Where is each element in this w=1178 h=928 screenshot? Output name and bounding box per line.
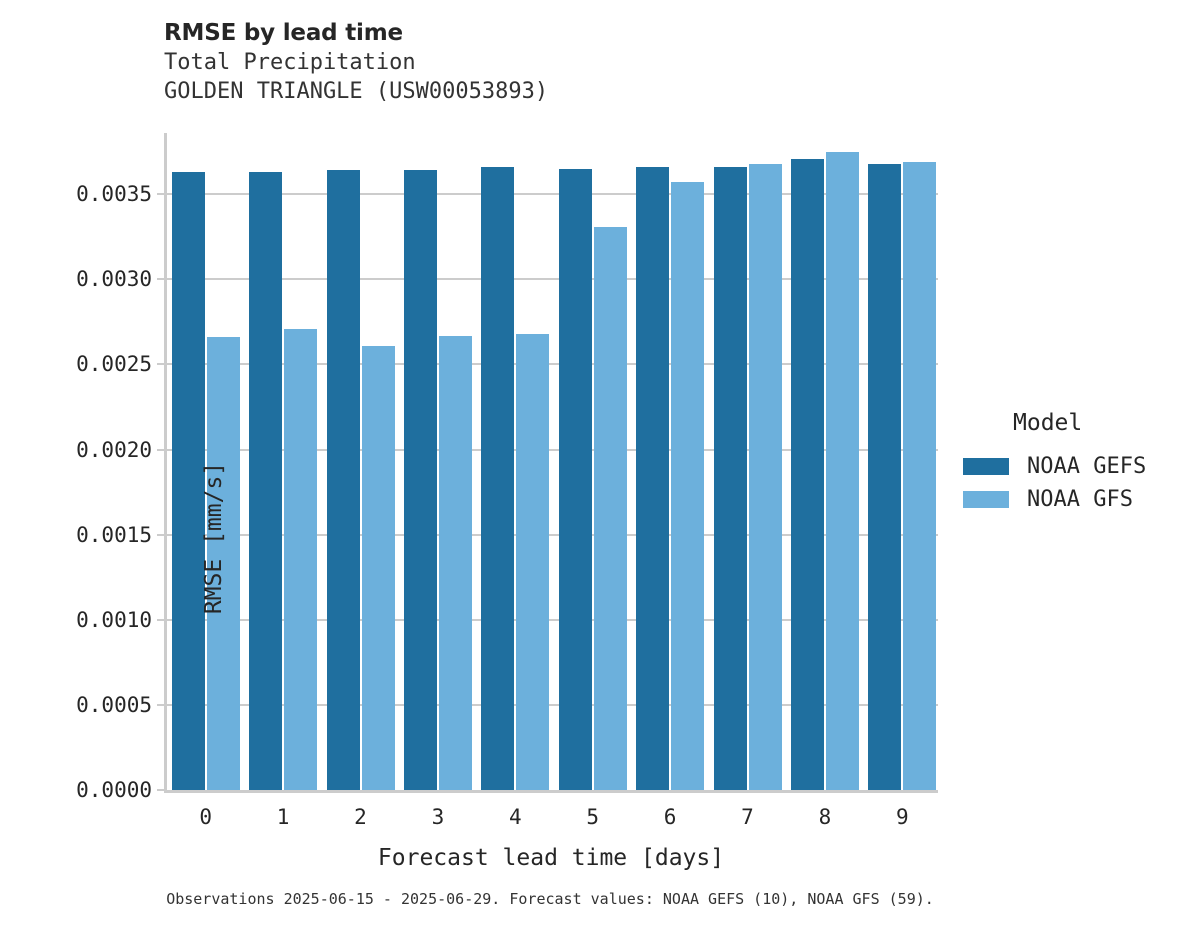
legend-label: NOAA GEFS: [1027, 454, 1147, 479]
legend-item[interactable]: NOAA GEFS: [963, 450, 1173, 483]
legend-item[interactable]: NOAA GFS: [963, 483, 1173, 516]
bar[interactable]: [284, 328, 318, 790]
bar[interactable]: [206, 337, 240, 790]
y-axis-tick-mark: [157, 533, 164, 536]
y-axis-tick-mark: [157, 789, 164, 791]
chart-subtitle-variable: Total Precipitation: [164, 50, 416, 75]
bar-group: [868, 133, 937, 790]
x-axis-tick-label: 9: [895, 805, 909, 829]
gridline: [167, 533, 938, 536]
y-axis-title: RMSE [mm/s]: [201, 461, 227, 615]
plot-area: 0.0000 0.0005 0.0010 0.0015 0.0020 0.0025 0.00…: [76, 133, 938, 829]
bar-group: [558, 133, 627, 790]
y-axis-tick-mark: [157, 703, 164, 706]
bar[interactable]: [516, 333, 550, 790]
x-axis-tick-label: 4: [508, 805, 522, 829]
y-axis-spine: [164, 133, 167, 793]
bar-group: [790, 133, 859, 790]
x-axis-title: Forecast lead time [days]: [377, 845, 725, 871]
x-axis-tick-label: 8: [818, 805, 832, 829]
x-axis-tick-label: 1: [276, 805, 290, 829]
gridline: [167, 618, 938, 621]
x-axis-tick-label: 3: [431, 805, 445, 829]
bar-group: [713, 133, 782, 790]
bar-group: [171, 133, 240, 790]
bar-group: [636, 133, 705, 790]
x-axis-tick-label: 2: [354, 805, 367, 829]
bar[interactable]: [713, 167, 747, 790]
bar-group: [481, 133, 550, 790]
bar-group: [403, 133, 472, 790]
x-axis-tick-label: 5: [586, 805, 600, 829]
gridline: [167, 193, 938, 196]
bar[interactable]: [326, 170, 360, 790]
y-axis-tick-label: 0.0000: [76, 778, 152, 802]
bar[interactable]: [593, 226, 627, 790]
y-axis-tick-label: 0.0025: [76, 352, 152, 377]
legend-swatch: [963, 458, 1009, 475]
y-axis-tick-label: 0.0010: [76, 607, 152, 632]
bar[interactable]: [671, 182, 705, 790]
bar[interactable]: [481, 167, 515, 790]
x-axis-tick-label: 6: [663, 805, 677, 829]
y-axis-tick-label: 0.0015: [76, 522, 152, 547]
bar[interactable]: [636, 167, 670, 790]
y-axis-tick-mark: [157, 193, 164, 196]
gridline: [167, 703, 938, 706]
footnote: Observations 2025-06-15 - 2025-06-29. Fo…: [166, 890, 934, 908]
y-axis-tick-mark: [157, 618, 164, 621]
bar[interactable]: [361, 345, 395, 790]
bar[interactable]: [171, 172, 205, 790]
y-axis-tick-label: 0.0020: [76, 437, 152, 462]
y-axis-tick-mark: [157, 448, 164, 451]
plot-inner: 0.0000 0.0005 0.0010 0.0015 0.0020 0.0025 0.00…: [76, 133, 938, 829]
y-axis-tick-mark: [157, 363, 164, 366]
legend-swatch: [963, 491, 1009, 508]
chart-subtitle-station: GOLDEN TRIANGLE (USW00053893): [164, 79, 549, 104]
x-axis-tick-label: 0: [199, 805, 213, 829]
y-axis-tick-label: 0.0005: [76, 692, 152, 717]
legend: Model NOAA GEFS NOAA GFS: [963, 410, 1173, 516]
bar-group: [249, 133, 318, 790]
bar[interactable]: [868, 163, 902, 790]
bar[interactable]: [438, 335, 472, 790]
legend-entries: NOAA GEFS NOAA GFS: [963, 450, 1173, 516]
bar[interactable]: [403, 170, 437, 790]
x-axis-spine: [164, 790, 938, 793]
y-axis-tick-mark: [157, 278, 164, 281]
bar[interactable]: [825, 151, 859, 790]
x-axis-tick-label: 7: [741, 805, 754, 829]
legend-label: NOAA GFS: [1027, 487, 1133, 512]
bar-group: [326, 133, 395, 790]
bar[interactable]: [790, 158, 824, 790]
bar[interactable]: [748, 163, 782, 790]
bar[interactable]: [558, 168, 592, 790]
title-block: RMSE by lead time Total Precipitation GO…: [164, 18, 964, 106]
gridline: [167, 448, 938, 451]
bar[interactable]: [249, 172, 283, 790]
page-title: RMSE by lead time: [164, 20, 403, 46]
y-axis-tick-label: 0.0030: [76, 267, 152, 292]
gridline: [167, 278, 938, 281]
legend-title: Model: [1013, 410, 1083, 436]
bar[interactable]: [903, 161, 937, 790]
gridline: [167, 363, 938, 366]
y-axis-tick-label: 0.0035: [76, 182, 152, 207]
